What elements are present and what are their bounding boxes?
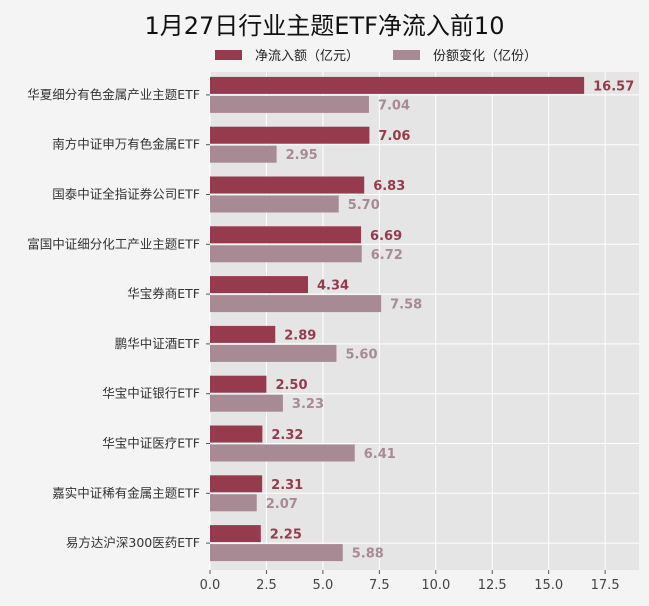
bar-net-inflow xyxy=(210,375,267,393)
bar-share-change xyxy=(210,95,369,113)
x-tick-label: 15.0 xyxy=(534,578,563,593)
x-tick-label: 10.0 xyxy=(421,578,450,593)
bar-net-inflow xyxy=(210,525,261,543)
data-label: 5.70 xyxy=(348,198,380,213)
bar-share-change xyxy=(210,195,339,213)
bar-share-change xyxy=(210,145,277,163)
chart-title: 1月27日行业主题ETF净流入前10 xyxy=(144,12,505,40)
data-label: 2.25 xyxy=(270,528,302,543)
data-label: 7.04 xyxy=(378,98,410,113)
data-label: 2.50 xyxy=(275,378,307,393)
data-label: 2.32 xyxy=(271,428,303,443)
y-tick-label: 华宝券商ETF xyxy=(127,286,200,301)
y-tick-label: 华夏细分有色金属产业主题ETF xyxy=(27,87,200,102)
data-label: 2.95 xyxy=(286,148,318,163)
y-tick-label: 富国中证细分化工产业主题ETF xyxy=(27,236,200,251)
bar-net-inflow xyxy=(210,276,308,294)
bar-net-inflow xyxy=(210,226,362,244)
legend-label: 份额变化（亿份） xyxy=(433,48,537,64)
data-label: 5.60 xyxy=(345,347,377,362)
y-tick-label: 嘉实中证稀有金属主题ETF xyxy=(52,485,200,500)
bar-net-inflow xyxy=(210,325,276,343)
y-tick-label: 鹏华中证酒ETF xyxy=(115,336,200,351)
data-label: 7.06 xyxy=(378,129,410,144)
plot-area xyxy=(210,72,639,570)
data-label: 2.89 xyxy=(284,328,316,343)
data-label: 2.07 xyxy=(266,497,298,512)
x-tick-label: 17.5 xyxy=(591,578,620,593)
data-label: 3.23 xyxy=(292,397,324,412)
y-tick-label: 国泰中证全指证券公司ETF xyxy=(52,187,200,202)
data-label: 4.34 xyxy=(317,279,349,294)
x-tick-label: 5.0 xyxy=(313,578,334,593)
x-tick-label: 0.0 xyxy=(200,578,221,593)
bar-net-inflow xyxy=(210,126,370,144)
bar-net-inflow xyxy=(210,176,365,194)
data-label: 7.58 xyxy=(390,298,422,313)
bar-share-change xyxy=(210,544,343,562)
bar-net-inflow xyxy=(210,475,263,493)
data-label: 5.88 xyxy=(352,547,384,562)
bar-share-change xyxy=(210,245,362,263)
legend-label: 净流入额（亿元） xyxy=(255,49,359,64)
data-label: 16.57 xyxy=(593,79,634,94)
data-label: 6.83 xyxy=(373,179,405,194)
bar-share-change xyxy=(210,394,283,412)
x-tick-label: 2.5 xyxy=(256,578,277,593)
data-label: 6.41 xyxy=(364,447,396,462)
data-label: 6.69 xyxy=(370,229,402,244)
bar-net-inflow xyxy=(210,76,585,94)
bar-share-change xyxy=(210,494,257,512)
y-tick-label: 南方中证申万有色金属ETF xyxy=(52,137,200,152)
bar-net-inflow xyxy=(210,425,263,443)
bar-share-change xyxy=(210,295,382,313)
legend-swatch xyxy=(215,50,242,60)
data-label: 2.31 xyxy=(271,478,303,493)
y-tick-label: 易方达沪深300医药ETF xyxy=(66,535,200,550)
bar-share-change xyxy=(210,344,337,362)
legend-swatch xyxy=(393,50,420,60)
y-tick-label: 华宝中证银行ETF xyxy=(102,386,200,401)
y-tick-label: 华宝中证医疗ETF xyxy=(102,436,200,451)
x-tick-label: 12.5 xyxy=(478,578,507,593)
data-label: 6.72 xyxy=(371,248,403,263)
x-tick-label: 7.5 xyxy=(369,578,390,593)
bar-share-change xyxy=(210,444,355,462)
